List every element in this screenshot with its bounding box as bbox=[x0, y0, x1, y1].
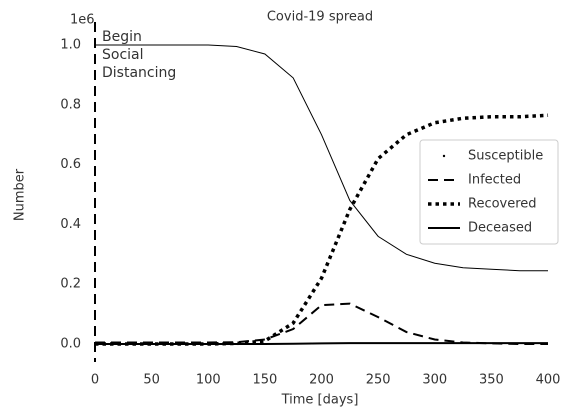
legend-label: Susceptible bbox=[468, 149, 543, 164]
x-axis-label: Time [days] bbox=[281, 393, 359, 408]
y-offset-label: 1e6 bbox=[70, 13, 95, 28]
chart-title: Covid-19 spread bbox=[267, 10, 373, 25]
series-line bbox=[95, 302, 548, 345]
x-tick-label: 200 bbox=[309, 373, 334, 388]
x-tick-label: 300 bbox=[422, 373, 447, 388]
series-line bbox=[95, 342, 548, 345]
legend-label: Recovered bbox=[468, 197, 537, 212]
event-label: Begin bbox=[102, 29, 142, 45]
x-tick-label: 350 bbox=[479, 373, 504, 388]
x-tick-label: 250 bbox=[366, 373, 391, 388]
x-tick-label: 150 bbox=[252, 373, 277, 388]
legend-label: Infected bbox=[468, 173, 521, 188]
x-tick-label: 400 bbox=[536, 373, 561, 388]
series-line bbox=[95, 44, 548, 272]
legend-swatch bbox=[442, 154, 446, 158]
x-tick-label: 100 bbox=[196, 373, 221, 388]
x-tick-label: 0 bbox=[91, 373, 99, 388]
y-tick-label: 1.0 bbox=[60, 38, 81, 53]
y-tick-label: 0.0 bbox=[60, 337, 81, 352]
y-axis-label: Number bbox=[13, 168, 28, 221]
y-tick-label: 0.4 bbox=[60, 217, 81, 232]
y-tick-label: 0.6 bbox=[60, 157, 81, 172]
legend-box bbox=[419, 139, 559, 245]
event-label: Distancing bbox=[102, 65, 176, 81]
legend-label: Deceased bbox=[468, 221, 532, 236]
x-tick-label: 50 bbox=[143, 373, 160, 388]
y-tick-label: 0.2 bbox=[60, 277, 81, 292]
y-tick-label: 0.8 bbox=[60, 97, 81, 112]
event-label: Social bbox=[102, 47, 144, 63]
